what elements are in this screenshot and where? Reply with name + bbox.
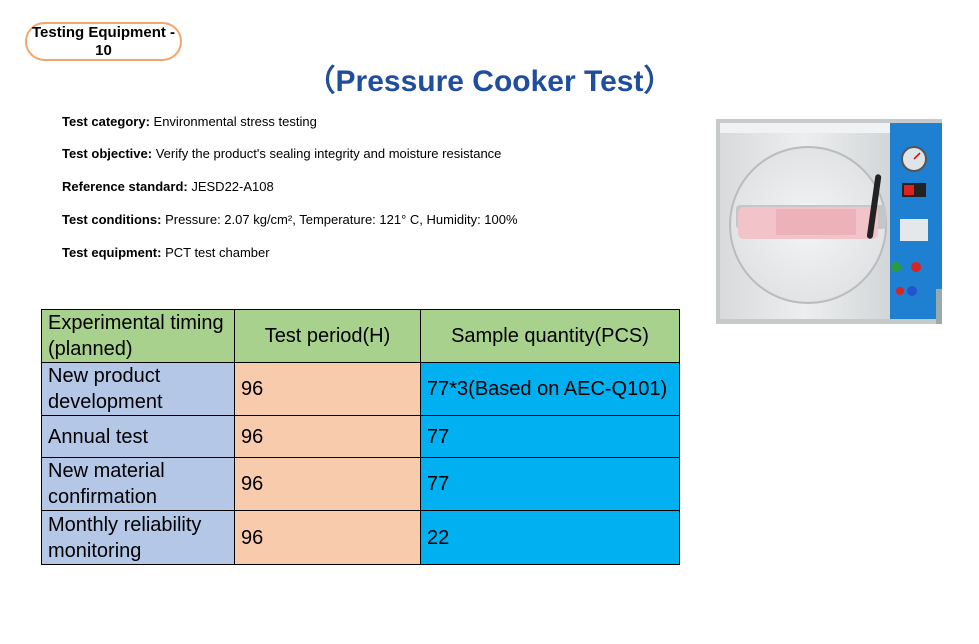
info-test-objective: Test objective: Verify the product's sea… — [62, 146, 501, 161]
info-value: JESD22-A108 — [191, 179, 274, 194]
info-test-equipment: Test equipment: PCT test chamber — [62, 245, 270, 260]
info-label: Test equipment: — [62, 245, 162, 260]
table-row: Annual test 96 77 — [41, 415, 680, 458]
info-reference-standard: Reference standard: JESD22-A108 — [62, 179, 274, 194]
info-label: Test conditions: — [62, 212, 162, 227]
cell-period: 96 — [234, 457, 421, 511]
cell-period: 96 — [234, 415, 421, 458]
page-title: （Pressure Cooker Test） — [305, 65, 674, 98]
table-row: Monthly reliability monitoring 96 22 — [41, 510, 680, 565]
info-label: Test objective: — [62, 146, 153, 161]
cell-timing: Monthly reliability monitoring — [41, 510, 235, 565]
cell-quantity: 22 — [420, 510, 680, 565]
test-schedule-table: Experimental timing (planned) Test perio… — [41, 309, 680, 565]
cell-quantity: 77*3(Based on AEC-Q101) — [420, 362, 680, 416]
cell-quantity: 77 — [420, 415, 680, 458]
info-value: Verify the product's sealing integrity a… — [155, 146, 502, 161]
header-quantity: Sample quantity(PCS) — [420, 309, 680, 363]
cell-timing: New material confirmation — [41, 457, 235, 511]
cell-period: 96 — [234, 510, 421, 565]
header-timing: Experimental timing (planned) — [41, 309, 235, 363]
info-test-conditions: Test conditions: Pressure: 2.07 kg/cm², … — [62, 212, 518, 227]
info-value: Pressure: 2.07 kg/cm², Temperature: 121°… — [165, 212, 518, 227]
header-period: Test period(H) — [234, 309, 421, 363]
info-test-category: Test category: Environmental stress test… — [62, 114, 317, 129]
cell-timing: New product development — [41, 362, 235, 416]
section-badge: Testing Equipment - 10 — [25, 22, 182, 61]
table-row: New product development 96 77*3(Based on… — [41, 362, 680, 416]
cell-period: 96 — [234, 362, 421, 416]
info-value: Environmental stress testing — [153, 114, 317, 129]
cell-timing: Annual test — [41, 415, 235, 458]
info-label: Test category: — [62, 114, 150, 129]
info-value: PCT test chamber — [165, 245, 270, 260]
table-row: New material confirmation 96 77 — [41, 457, 680, 511]
info-label: Reference standard: — [62, 179, 188, 194]
table-header-row: Experimental timing (planned) Test perio… — [41, 309, 680, 363]
pct-chamber-photo — [716, 119, 942, 324]
cell-quantity: 77 — [420, 457, 680, 511]
